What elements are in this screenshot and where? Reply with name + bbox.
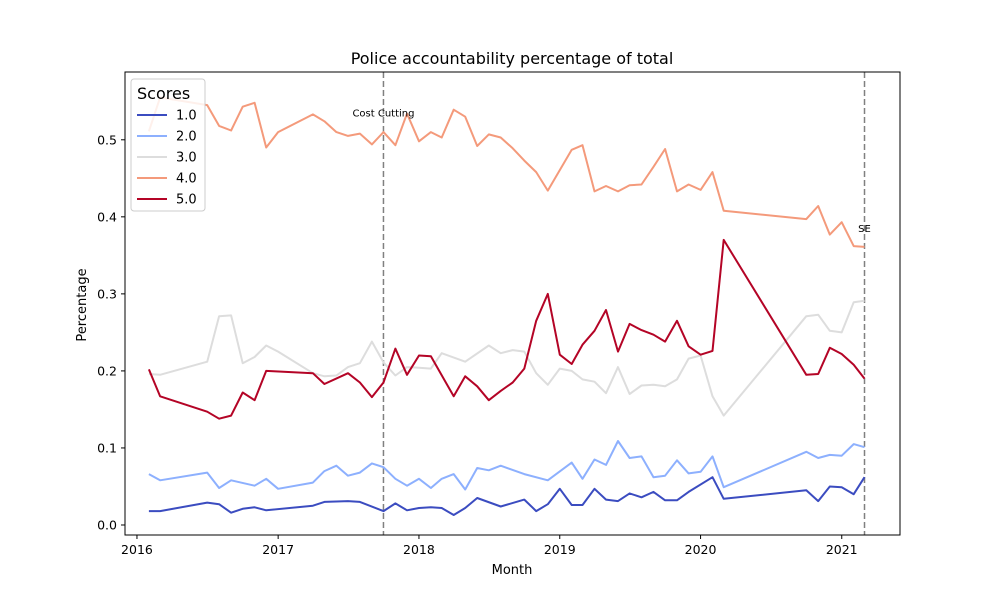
x-axis: 2016 2017 2018 2019 2020 2021	[121, 535, 858, 557]
y-axis: 0.0 0.1 0.2 0.3 0.4 0.5	[97, 132, 125, 532]
annotation-label: SE	[858, 224, 871, 235]
legend-label: 2.0	[176, 130, 197, 145]
annotations: Cost Cutting SE	[352, 109, 870, 236]
series-line-4.0	[147, 96, 865, 248]
y-tick-label: 0.4	[97, 209, 117, 224]
x-tick-label: 2020	[685, 542, 717, 557]
legend-label: 3.0	[176, 151, 197, 166]
y-tick-label: 0.2	[97, 363, 117, 378]
y-tick-label: 0.5	[97, 132, 117, 147]
legend-title: Scores	[137, 84, 190, 103]
y-tick-label: 0.0	[97, 517, 117, 532]
x-tick-label: 2018	[403, 542, 435, 557]
x-tick-label: 2019	[544, 542, 576, 557]
legend-items: 1.0 2.0 3.0 4.0 5.0	[137, 109, 197, 208]
series-line-5.0	[147, 238, 866, 420]
y-axis-label: Percentage	[75, 268, 90, 341]
plot-frame	[124, 71, 901, 536]
annotation-label: Cost Cutting	[352, 109, 414, 120]
chart-title: Police accountability percentage of tota…	[351, 49, 674, 68]
x-tick-label: 2017	[262, 542, 294, 557]
series-lines	[147, 96, 866, 516]
plot-area: Cost Cutting SE	[124, 71, 901, 536]
series-line-2.0	[148, 440, 865, 491]
legend-label: 1.0	[176, 109, 197, 124]
x-tick-label: 2016	[121, 542, 153, 557]
x-axis-label: Month	[492, 563, 533, 578]
x-tick-label: 2021	[826, 542, 858, 557]
y-tick-label: 0.3	[97, 286, 117, 301]
reference-lines	[382, 72, 866, 535]
legend: Scores 1.0 2.0 3.0 4.0 5.0	[130, 78, 206, 212]
series-line-1.0	[148, 476, 866, 516]
legend-label: 5.0	[176, 193, 197, 208]
legend-label: 4.0	[176, 172, 197, 187]
y-tick-label: 0.1	[97, 440, 117, 455]
